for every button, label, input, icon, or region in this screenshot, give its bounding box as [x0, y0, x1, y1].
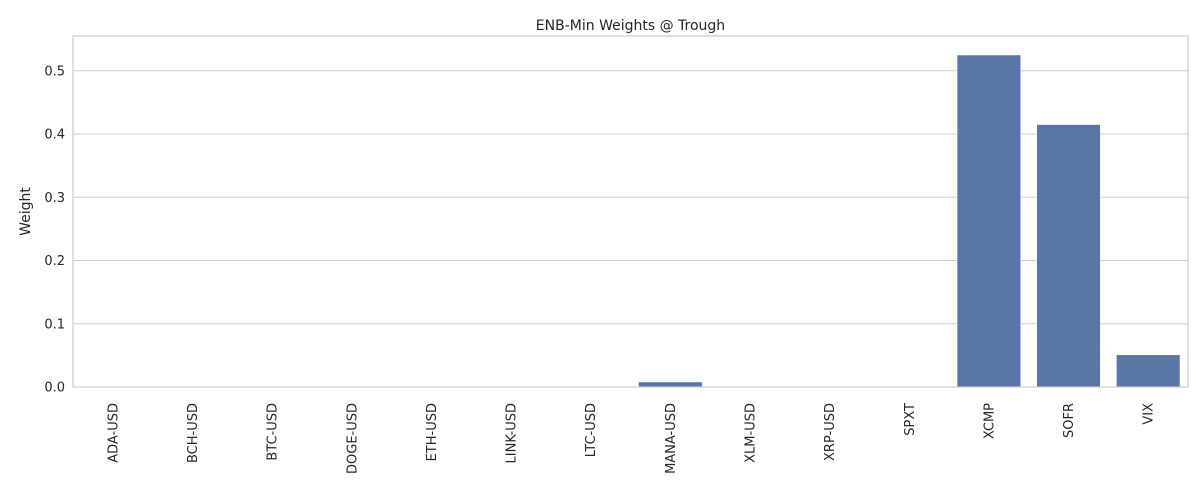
bar-vix	[1116, 354, 1181, 388]
x-tick-label: MANA-USD	[664, 403, 679, 474]
chart-title: ENB-Min Weights @ Trough	[536, 18, 725, 34]
x-tick-label: LINK-USD	[505, 403, 520, 463]
bar-mana-usd	[638, 381, 703, 388]
y-tick-label: 0.2	[44, 254, 65, 269]
x-tick-label: ETH-USD	[425, 403, 440, 461]
y-axis-ticks: 0.0 0.1 0.2 0.3 0.4 0.5	[44, 64, 65, 395]
x-tick-label: SOFR	[1062, 403, 1077, 438]
x-tick-label: BTC-USD	[266, 403, 281, 461]
bar-sofr	[1036, 124, 1101, 388]
x-tick-label: XCMP	[982, 403, 997, 439]
x-tick-label: LTC-USD	[584, 403, 599, 457]
x-tick-label: SPXT	[903, 403, 918, 436]
x-axis-ticks: ADA-USD BCH-USD BTC-USD DOGE-USD ETH-USD LINK…	[106, 403, 1156, 474]
y-tick-label: 0.1	[44, 317, 65, 332]
y-tick-label: 0.0	[44, 381, 65, 396]
y-tick-label: 0.3	[44, 191, 65, 206]
x-tick-label: XRP-USD	[823, 403, 838, 461]
x-tick-label: BCH-USD	[186, 403, 201, 463]
plot-frame	[72, 35, 1189, 388]
y-tick-label: 0.5	[44, 64, 65, 79]
x-tick-label: VIX	[1142, 403, 1157, 425]
bar-xcmp	[956, 54, 1022, 388]
x-tick-label: DOGE-USD	[345, 403, 360, 474]
bars	[638, 54, 1181, 388]
y-axis-label: Weight	[18, 187, 34, 236]
y-tick-label: 0.4	[44, 128, 65, 143]
x-tick-label: ADA-USD	[106, 403, 121, 463]
x-tick-label: XLM-USD	[743, 403, 758, 463]
